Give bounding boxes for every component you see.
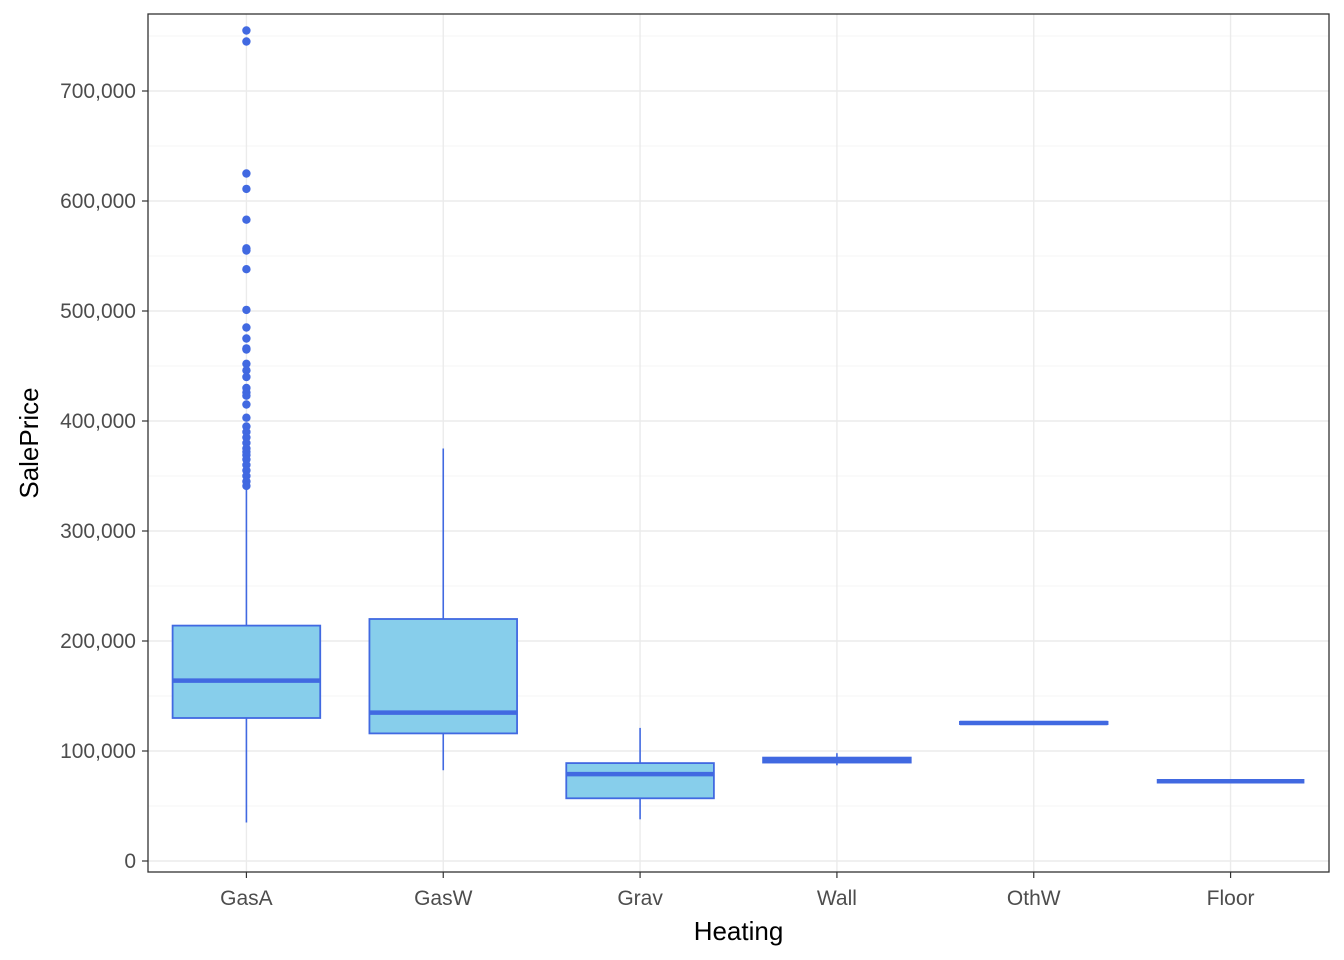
outlier-point [242,400,251,409]
outlier-point [242,391,251,400]
outlier-point [242,26,251,35]
outlier-point [242,345,251,354]
outlier-point [242,305,251,315]
x-tick-label: GasW [414,887,473,910]
y-tick-label: 0 [124,850,136,873]
y-tick-label: 400,000 [60,410,136,433]
y-tick-label: 600,000 [60,190,136,213]
outlier-point [242,413,251,422]
x-tick-label: OthW [1007,887,1061,910]
outlier-point [242,372,251,382]
outlier-point [242,246,251,255]
x-axis-title: Heating [694,916,784,946]
box-layer [171,26,1305,823]
outlier-point [242,366,251,375]
plot-panel-border [147,13,1330,873]
y-tick-label: 300,000 [60,520,136,543]
y-tick-label: 100,000 [60,740,136,763]
x-tick-label: Floor [1207,887,1255,910]
box-gasa [171,26,322,823]
y-axis-title: SalePrice [14,387,44,498]
y-tick-label: 700,000 [60,80,136,103]
iqr-box [171,624,322,719]
outlier-point [242,323,251,332]
box-wall [762,753,912,766]
iqr-box [565,762,715,800]
iqr-box [368,618,518,735]
box-grav [565,727,715,820]
outlier-point [242,265,251,274]
axes: 0 100,000 200,000 300,000 400,000 500,000 600,… [60,80,1254,910]
outlier-point [242,169,251,178]
outlier-point [242,184,251,194]
x-tick-label: Grav [617,887,663,910]
outlier-point [242,334,251,343]
y-tick-label: 500,000 [60,300,136,323]
outlier-point [242,359,251,368]
outlier-point [242,37,251,46]
outlier-point [242,481,251,491]
x-tick-label: Wall [817,887,857,910]
outlier-point [242,215,251,224]
x-tick-label: GasA [220,887,273,910]
box-othw [959,720,1109,726]
box-gasw [368,448,518,771]
y-tick-label: 200,000 [60,630,136,653]
grid-lines [148,14,1329,872]
